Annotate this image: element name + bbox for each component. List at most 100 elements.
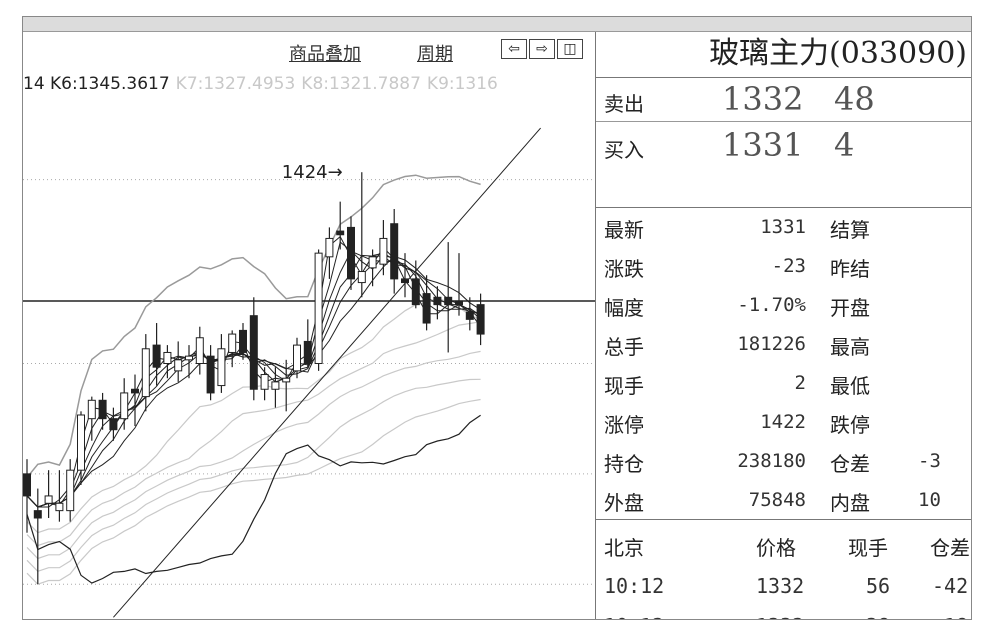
- ma-k8-value: K8:1321.7887: [301, 74, 421, 94]
- candle-down: [303, 340, 312, 364]
- candle-up: [379, 237, 388, 265]
- candle-up: [228, 333, 237, 353]
- stat-label: 开盘: [830, 296, 870, 320]
- candle-up: [325, 237, 334, 258]
- stat-value: 75848: [748, 489, 806, 511]
- candle-up: [87, 399, 96, 420]
- candle-down: [336, 230, 345, 236]
- trades-header-volume: 现手: [848, 536, 888, 560]
- upper-band: [26, 174, 481, 478]
- trade-time: 10:12: [604, 574, 665, 598]
- candle-up: [293, 344, 301, 372]
- window-top-strip: [23, 17, 971, 32]
- candle-up: [282, 377, 291, 383]
- ma-k7-value: K7:1327.4953: [175, 74, 296, 94]
- trade-price: 1332: [756, 574, 805, 598]
- stats-table: 最新 1331 结算 涨跌 -23 昨结 幅度 -1.70% 开盘 总手 181…: [596, 208, 971, 520]
- stat-label: 内盘: [830, 491, 870, 515]
- stat-label: 昨结: [830, 257, 870, 281]
- kline-chart-pane[interactable]: 商品叠加 周期 ⇦ ⇨ ◫ 14 K6:1345.3617 K7:1327.495…: [23, 32, 596, 620]
- buy-volume: 4: [834, 126, 855, 164]
- trade-row[interactable]: 10:12 1332 56 -42: [596, 566, 971, 606]
- candle-down: [249, 315, 258, 390]
- lower-band: [26, 414, 481, 584]
- candle-down: [476, 304, 485, 335]
- ma-k6-value: 14 K6:1345.3617: [23, 74, 170, 94]
- candle-down: [206, 355, 215, 394]
- panel-toggle-icon[interactable]: ◫: [557, 39, 583, 59]
- candle-up: [141, 348, 150, 398]
- arrow-right-icon[interactable]: ⇨: [529, 39, 555, 59]
- stat-value: 1422: [760, 411, 806, 433]
- stat-label: 幅度: [604, 296, 644, 320]
- stat-value: 238180: [737, 450, 806, 472]
- stat-label: 外盘: [604, 491, 644, 515]
- ma-readout: 14 K6:1345.3617 K7:1327.4953 K8:1321.7887 K…: [23, 74, 595, 100]
- trades-header-price: 价格: [756, 536, 796, 560]
- stat-row: 幅度 -1.70% 开盘: [596, 286, 971, 325]
- stat-label: 持仓: [604, 452, 644, 476]
- stat-label: 仓差: [830, 452, 870, 476]
- trade-oi: -42: [932, 574, 969, 598]
- trend-line: [113, 127, 541, 618]
- candle-up: [185, 355, 193, 361]
- stat-label: 最高: [830, 335, 870, 359]
- stat-label: 最低: [830, 374, 870, 398]
- candle-down: [131, 388, 139, 394]
- stat-value: -1.70%: [737, 294, 806, 316]
- sell-price: 1332: [722, 80, 804, 118]
- buy-row[interactable]: 买入 1331 4: [596, 122, 971, 208]
- candle-up: [357, 271, 366, 284]
- stat-value: 10: [918, 489, 941, 511]
- trade-price: 1332: [756, 614, 804, 619]
- stat-row: 涨跌 -23 昨结: [596, 247, 971, 286]
- arrow-left-icon[interactable]: ⇦: [501, 39, 527, 59]
- chart-nav-icons: ⇦ ⇨ ◫: [501, 39, 583, 59]
- chart-toolbar: 商品叠加 周期 ⇦ ⇨ ◫: [23, 32, 595, 66]
- stat-row: 涨停 1422 跌停: [596, 403, 971, 442]
- candle-up: [260, 374, 269, 390]
- candlestick-plot[interactable]: 1424→: [23, 66, 595, 620]
- trade-row[interactable]: 10:12 1332 38 +18: [596, 606, 971, 619]
- stat-label: 涨停: [604, 413, 644, 437]
- candle-up: [314, 252, 323, 364]
- stat-label: 最新: [604, 218, 644, 242]
- stat-row: 现手 2 最低: [596, 364, 971, 403]
- high-annotation: 1424→: [282, 162, 343, 183]
- candle-up: [77, 414, 85, 471]
- stat-label: 现手: [604, 374, 644, 398]
- candle-down: [455, 300, 463, 306]
- candle-down: [347, 226, 355, 280]
- candle-down: [23, 473, 31, 497]
- trades-header-time: 北京: [604, 536, 644, 560]
- trade-volume: 56: [866, 574, 891, 598]
- stat-value: -23: [771, 255, 806, 277]
- period-link[interactable]: 周期: [417, 44, 453, 65]
- trading-window: 商品叠加 周期 ⇦ ⇨ ◫ 14 K6:1345.3617 K7:1327.495…: [22, 16, 972, 620]
- ma-line-faded: [26, 321, 481, 547]
- sell-label: 卖出: [604, 92, 644, 116]
- buy-price: 1331: [722, 126, 804, 164]
- sell-row[interactable]: 卖出 1332 48: [596, 78, 971, 122]
- ma-line-faded: [26, 378, 481, 572]
- sell-volume: 48: [834, 80, 875, 118]
- ma-line-faded: [26, 398, 481, 585]
- candle-up: [66, 469, 75, 512]
- stat-row: 最新 1331 结算: [596, 208, 971, 247]
- instrument-title: 玻璃主力(033090): [596, 32, 971, 78]
- candle-down: [239, 329, 247, 353]
- candle-down: [422, 293, 431, 324]
- overlay-commodity-link[interactable]: 商品叠加: [289, 44, 361, 65]
- candle-down: [152, 344, 161, 368]
- candle-down: [401, 278, 409, 284]
- candle-down: [465, 311, 474, 320]
- candle-down: [109, 418, 118, 431]
- stat-value: -3: [918, 450, 941, 472]
- stat-value: 181226: [737, 333, 806, 355]
- stat-label: 跌停: [830, 413, 870, 437]
- stat-row: 总手 181226 最高: [596, 325, 971, 364]
- stat-row: 持仓 238180 仓差 -3: [596, 442, 971, 481]
- stat-label: 涨跌: [604, 257, 644, 281]
- candle-up: [271, 381, 280, 390]
- stat-row: 外盘 75848 内盘 10: [596, 481, 971, 520]
